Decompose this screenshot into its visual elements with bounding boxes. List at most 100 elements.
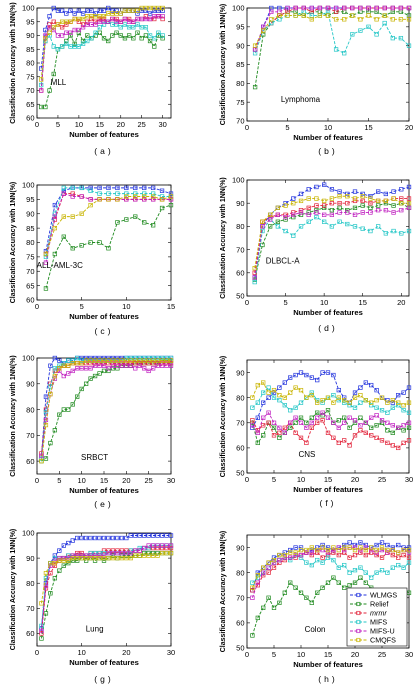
data-point [92,558,98,563]
data-point [88,188,93,193]
data-point [80,25,86,30]
data-point [271,390,277,395]
data-point [128,355,133,361]
data-point [59,33,65,38]
data-point [159,543,165,548]
data-point [137,355,142,361]
data-point [110,550,116,556]
data-point [374,398,379,403]
plot-area [36,7,172,119]
data-point [92,363,98,368]
data-point [321,198,327,204]
panel-caption: (g) [94,674,113,684]
data-point [309,545,314,550]
x-tick-label: 10 [122,302,130,311]
data-point [347,400,352,405]
data-point [383,231,389,236]
data-point [379,547,385,553]
data-point [80,41,86,46]
data-point [68,19,73,24]
data-point [72,41,77,46]
data-point [406,420,412,425]
data-point [133,355,138,361]
data-point [59,8,65,13]
data-point [288,390,293,395]
data-point [128,555,133,561]
data-point [115,358,120,363]
data-point [369,425,374,430]
data-point [57,568,62,573]
x-tick-label: 0 [35,476,39,485]
data-point [110,555,116,561]
data-point [133,191,138,196]
data-point [352,224,358,229]
data-point [277,600,282,605]
legend-label: mrmr [370,609,387,618]
data-point [133,548,138,553]
data-point [43,33,48,38]
data-point [70,194,75,199]
y-tick-label: 65 [26,281,34,290]
x-tick-label: 0 [245,475,249,484]
data-point [325,5,331,11]
data-point [39,82,44,88]
data-point [342,420,347,425]
data-point [97,361,102,366]
legend-item: CMQFS [350,636,396,645]
data-point [293,385,298,390]
data-point [64,38,69,44]
series-cmqfs [252,194,412,271]
data-point [139,36,144,41]
data-point [124,550,129,556]
series-mifs-u [252,5,412,52]
data-point [92,550,98,556]
data-point [309,550,314,555]
data-point [164,550,169,556]
data-point [396,555,401,560]
data-point [255,400,260,405]
data-point [126,25,132,30]
data-point [350,32,355,37]
chart-panel: 0 5 10 15 20 25 30 50 60 70 80 90 Number of features… [220,356,413,508]
panel-caption: (e) [94,499,113,509]
data-point [363,430,368,435]
data-point [255,575,260,580]
data-point [277,435,282,440]
data-point [363,545,368,550]
data-point [277,398,282,403]
data-point [92,373,98,379]
x-axis-label: Number of features [293,133,363,142]
data-point [358,28,363,33]
data-point [57,548,62,553]
data-point [52,563,58,568]
data-point [168,191,174,196]
data-point [391,210,396,215]
data-point [352,547,358,553]
data-point [390,35,395,41]
data-point [124,197,129,202]
data-point [347,425,352,430]
data-point [250,418,255,423]
data-point [101,361,107,366]
data-point [288,408,293,413]
data-point [336,547,341,553]
series-cmqfs [39,5,165,82]
data-point [315,415,320,420]
data-point [89,14,94,19]
data-point [342,562,347,568]
data-point [39,631,44,636]
data-point [320,370,325,375]
data-point [385,398,390,403]
data-point [146,368,151,374]
data-point [83,535,89,541]
x-tick-label: 10 [324,123,332,132]
data-point [119,555,125,561]
data-point [358,545,363,550]
data-point [283,212,288,217]
data-point [101,19,107,24]
data-point [39,458,44,464]
data-point [88,355,93,361]
y-tick-label: 70 [236,245,244,254]
data-point [342,17,347,22]
data-point [329,224,335,229]
